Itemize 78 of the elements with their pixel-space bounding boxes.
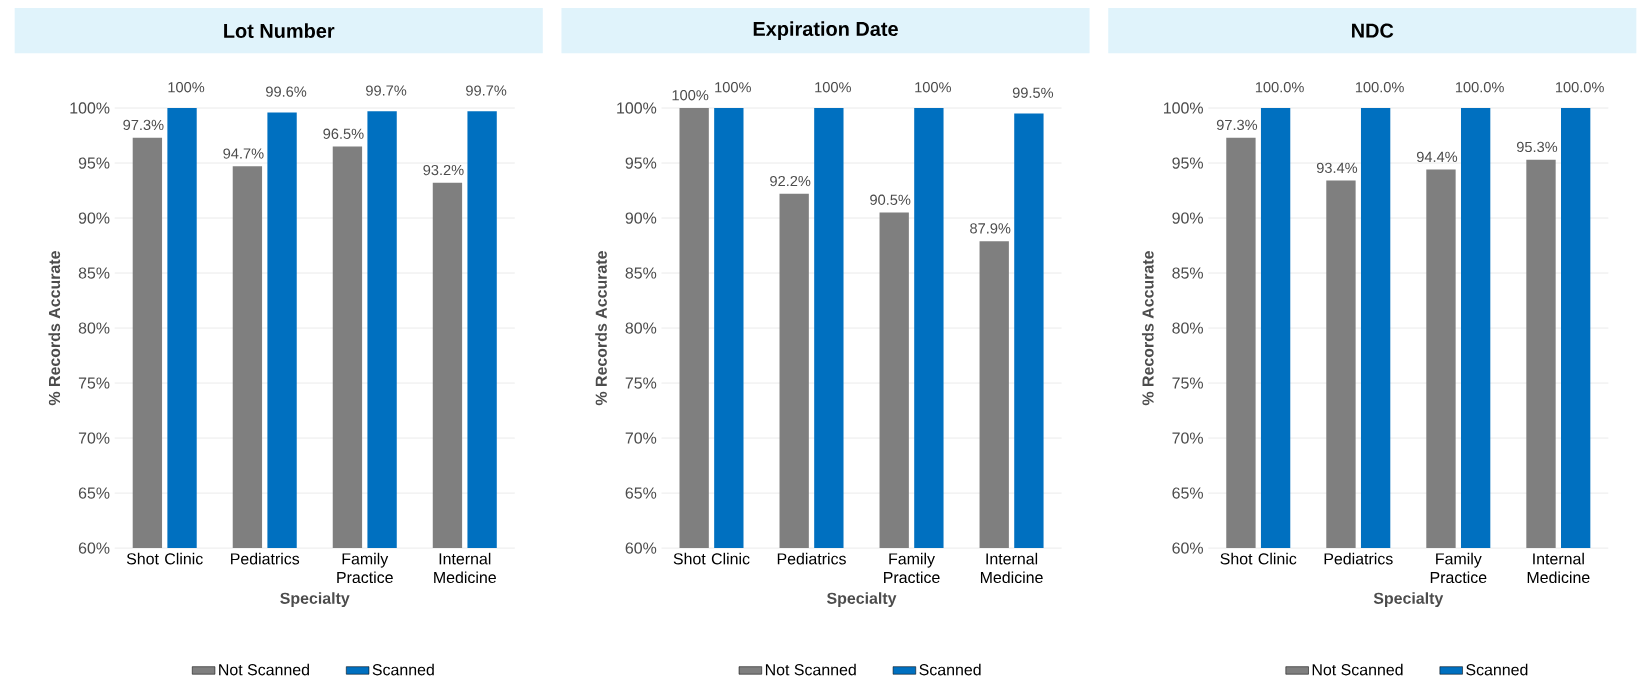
y-tick-label: 75% (78, 377, 110, 389)
x-tick-label: Internal Medicine (980, 552, 1043, 583)
data-label: 90.5% (870, 194, 911, 205)
y-tick-label: 100% (70, 102, 110, 114)
data-label: 92.2% (770, 175, 811, 187)
x-tick-label: Pediatrics (1324, 552, 1393, 565)
x-tick-label: Internal Medicine (434, 552, 496, 583)
chart-title: Lot Number (224, 23, 335, 38)
x-axis-title: Specialty (1373, 592, 1444, 607)
y-tick-label: 80% (1172, 322, 1203, 334)
data-label: 94.7% (223, 148, 264, 159)
y-axis-title: % Records Accurate (595, 250, 607, 405)
y-tick-label: 75% (1172, 377, 1203, 389)
y-tick-label: 75% (625, 377, 657, 389)
y-tick-label: 60% (78, 542, 110, 554)
y-tick-label: 95% (78, 157, 110, 169)
data-label: 97.3% (123, 119, 164, 130)
x-tick-label: Shot Clinic (126, 552, 203, 565)
data-label: 100% (672, 89, 709, 101)
chart-title: Expiration Date (753, 21, 898, 40)
x-axis-title: Specialty (280, 592, 350, 607)
data-label: 100.0% (1355, 81, 1404, 93)
y-tick-label: 95% (625, 157, 657, 169)
data-label: 100.0% (1555, 81, 1604, 93)
y-tick-label: 65% (625, 487, 657, 499)
y-tick-label: 70% (78, 432, 110, 444)
y-tick-label: 100% (1164, 102, 1203, 114)
data-label: 99.5% (1012, 87, 1054, 98)
data-label: 93.2% (423, 164, 464, 176)
y-tick-label: 95% (1172, 157, 1203, 169)
legend-label: Not Scanned (1312, 663, 1403, 676)
data-label: 94.4% (1416, 151, 1458, 162)
y-tick-label: 60% (625, 542, 657, 554)
x-tick-label: Internal Medicine (1527, 552, 1590, 583)
y-tick-label: 65% (1172, 487, 1203, 499)
chart-title: NDC (1352, 23, 1394, 38)
y-axis-title: % Records Accurate (48, 250, 61, 405)
y-tick-label: 60% (1172, 542, 1203, 554)
y-tick-label: 85% (1172, 267, 1203, 279)
data-label: 96.5% (323, 128, 364, 139)
legend-label: Scanned (1466, 663, 1528, 676)
y-tick-label: 90% (1172, 212, 1203, 224)
data-label: 99.7% (366, 85, 407, 96)
data-label: 100.0% (1255, 81, 1304, 93)
legend-label: Not Scanned (765, 663, 856, 676)
x-tick-label: Pediatrics (777, 552, 846, 565)
y-tick-label: 80% (78, 322, 110, 334)
x-tick-label: Pediatrics (231, 552, 300, 565)
data-label: 100% (715, 81, 751, 93)
legend-label: Scanned (919, 663, 981, 676)
legend-label: Scanned (372, 663, 434, 676)
y-tick-label: 90% (78, 212, 110, 224)
y-axis-title: % Records Accurate (1141, 250, 1154, 405)
x-tick-label: Shot Clinic (673, 552, 750, 565)
data-label: 99.7% (466, 85, 507, 96)
y-tick-label: 70% (625, 432, 657, 444)
data-label: 100% (168, 81, 205, 93)
data-label: 100.0% (1455, 81, 1504, 93)
data-label: 95.3% (1516, 141, 1558, 152)
data-label: 100% (915, 81, 952, 93)
data-label: 97.3% (1216, 119, 1258, 130)
x-tick-label: Shot Clinic (1220, 552, 1297, 565)
data-label: 87.9% (970, 222, 1011, 234)
x-tick-label: Family Practice (884, 552, 940, 583)
y-tick-label: 85% (78, 267, 110, 279)
y-tick-label: 90% (625, 212, 657, 224)
y-tick-label: 85% (625, 267, 657, 279)
data-label: 100% (815, 81, 851, 93)
data-label: 99.6% (266, 86, 307, 97)
y-tick-label: 100% (617, 102, 657, 114)
y-tick-label: 80% (625, 322, 657, 334)
legend-label: Not Scanned (219, 663, 309, 676)
y-tick-label: 70% (1172, 432, 1203, 444)
x-tick-label: Family Practice (337, 552, 393, 583)
y-tick-label: 65% (78, 487, 110, 499)
x-axis-title: Specialty (826, 592, 897, 607)
x-tick-label: Family Practice (1430, 552, 1487, 583)
data-label: 93.4% (1316, 162, 1358, 173)
